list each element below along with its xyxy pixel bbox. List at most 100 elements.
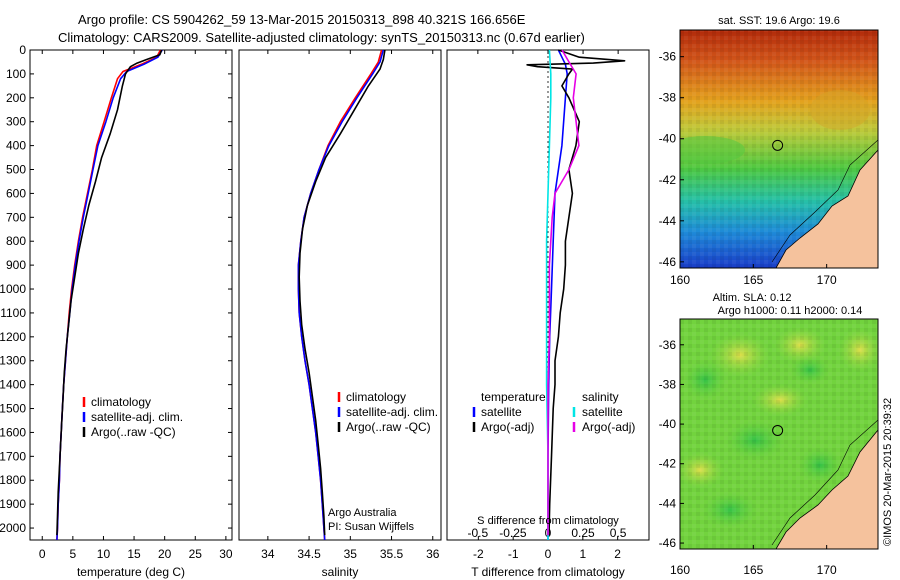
salinity-axes-frame	[238, 49, 442, 541]
x-tick-label: 10	[97, 547, 111, 561]
legend-label-argo: Argo(..raw -QC)	[346, 420, 431, 434]
lat-tick-label: -40	[659, 132, 677, 146]
annotation-argo-australia: Argo Australia	[328, 507, 397, 519]
x-tick-label: 0	[39, 547, 46, 561]
depth-tick-label: 400	[6, 139, 26, 153]
depth-tick-label: 700	[6, 210, 26, 224]
temperature-x-ticks: 0 5 10 15 20 25 30	[39, 50, 233, 561]
x-tick-label: 20	[158, 547, 172, 561]
x-tick-label: -2	[473, 547, 484, 561]
x-tick-label: 36	[426, 547, 440, 561]
new-zealand-land	[775, 429, 878, 549]
lon-tick-label: 170	[817, 563, 837, 577]
temperature-series	[56, 49, 163, 541]
depth-contour	[771, 419, 878, 546]
series-satellite-adj-clim	[297, 49, 385, 541]
x-tick-label: 25	[189, 547, 203, 561]
x-tick-label: 30	[219, 547, 233, 561]
imos-credit: ©IMOS 20-Mar-2015 20:39:32	[882, 398, 894, 546]
series-t-argo-adj	[526, 49, 626, 536]
series-argo-raw-qc	[298, 49, 386, 536]
salinity-x-ticks: 34 34.5 35 35.5 36	[261, 50, 440, 561]
depth-tick-label: 1900	[0, 497, 26, 511]
salinity-legend: climatology satellite-adj. clim. Argo(..…	[337, 390, 438, 434]
temperature-xlabel: temperature (deg C)	[77, 565, 185, 579]
lat-tick-label: -40	[659, 417, 677, 431]
argo-position-marker	[772, 139, 784, 151]
lat-tick-label: -36	[659, 50, 677, 64]
x-tick-label: 5	[70, 547, 77, 561]
series-s-satellite	[545, 49, 552, 540]
depth-tick-label: 500	[6, 163, 26, 177]
header-line-2: Climatology: CARS2009. Satellite-adjuste…	[58, 30, 585, 45]
salinity-series	[297, 49, 386, 541]
s-tick-label: 0.5	[610, 526, 627, 540]
depth-tick-label: 1200	[0, 330, 26, 344]
series-s-argo-adj	[547, 49, 580, 536]
s-tick-label: -0.25	[499, 526, 527, 540]
depth-tick-label: 1100	[0, 306, 26, 320]
salinity-panel: 34 34.5 35 35.5 36 salinity climatology sate…	[238, 49, 442, 579]
lon-tick-label: 170	[817, 273, 837, 287]
s-tick-label: 0.25	[571, 526, 595, 540]
lat-tick-label: -46	[659, 255, 677, 269]
series-argo-raw-qc	[56, 49, 163, 536]
x-tick-label: 1	[579, 547, 586, 561]
sla-map-title-2: Argo h1000: 0.11 h2000: 0.14	[718, 305, 863, 317]
depth-tick-label: 1400	[0, 378, 26, 392]
temperature-panel: 0100200300400500600700800900100011001200…	[0, 43, 649, 579]
depth-tick-label: 2000	[0, 521, 26, 535]
legend-label-s-satellite: satellite	[582, 405, 623, 419]
sst-map-ticks: 160 165 170 -36 -38 -40 -42 -44 -46	[659, 50, 837, 287]
depth-contour	[771, 139, 878, 263]
legend-label-s-argo: Argo(-adj)	[582, 420, 635, 434]
legend-label-satellite: satellite-adj. clim.	[91, 410, 183, 424]
lat-tick-label: -44	[659, 214, 677, 228]
lat-tick-label: -46	[659, 536, 677, 550]
depth-tick-label: 1500	[0, 402, 26, 416]
lat-tick-label: -38	[659, 91, 677, 105]
sla-map-ticks: 160 165 170 -36 -38 -40 -42 -44 -46	[659, 338, 837, 577]
depth-tick-label: 100	[6, 67, 26, 81]
lon-tick-label: 165	[743, 273, 763, 287]
lat-tick-label: -36	[659, 338, 677, 352]
sst-patch	[680, 136, 745, 164]
x-tick-label: 34	[261, 547, 275, 561]
temperature-axes-frame	[29, 49, 233, 541]
difference-x-ticks: -2 -1 0 1 2-0.5 -0.25 0 0.25 0.5	[468, 50, 627, 561]
sst-map-frame	[679, 29, 879, 269]
argo-position-marker	[772, 424, 784, 436]
depth-tick-label: 800	[6, 234, 26, 248]
legend-label-satellite: satellite-adj. clim.	[346, 405, 438, 419]
legend-label-t-satellite: satellite	[481, 405, 522, 419]
lon-tick-label: 160	[670, 563, 690, 577]
sla-map: Altim. SLA: 0.12 Argo h1000: 0.11 h2000:…	[659, 292, 879, 577]
sla-map-title-1: Altim. SLA: 0.12	[713, 292, 792, 304]
legend-title-temperature: temperature	[481, 390, 546, 404]
depth-tick-label: 1300	[0, 354, 26, 368]
x-tick-label: 35.5	[380, 547, 404, 561]
difference-series	[526, 49, 626, 540]
difference-panel: -2 -1 0 1 2-0.5 -0.25 0 0.25 0.5 S difference fr…	[446, 49, 650, 579]
x-tick-label: 34.5	[297, 547, 321, 561]
s-difference-label: S difference from climatology	[477, 515, 619, 527]
depth-tick-label: 1700	[0, 449, 26, 463]
depth-tick-label: 600	[6, 186, 26, 200]
depth-tick-label: 1600	[0, 425, 26, 439]
x-tick-label: 35	[344, 547, 358, 561]
x-tick-label: 15	[127, 547, 141, 561]
x-tick-label: 2	[614, 547, 621, 561]
temperature-legend: climatology satellite-adj. clim. Argo(..…	[82, 395, 183, 439]
s-tick-label: -0.5	[468, 526, 489, 540]
legend-label-climatology: climatology	[91, 395, 151, 409]
difference-legend: temperature satellite Argo(-adj) salinit…	[472, 390, 635, 434]
new-zealand-land	[775, 149, 878, 268]
annotation-pi: PI: Susan Wijffels	[328, 521, 414, 533]
lat-tick-label: -42	[659, 173, 677, 187]
lon-tick-label: 165	[743, 563, 763, 577]
salinity-xlabel: salinity	[322, 565, 359, 579]
t-difference-label: T difference from climatology	[471, 565, 625, 579]
sst-map-title: sat. SST: 19.6 Argo: 19.6	[718, 15, 840, 27]
legend-label-climatology: climatology	[346, 390, 406, 404]
